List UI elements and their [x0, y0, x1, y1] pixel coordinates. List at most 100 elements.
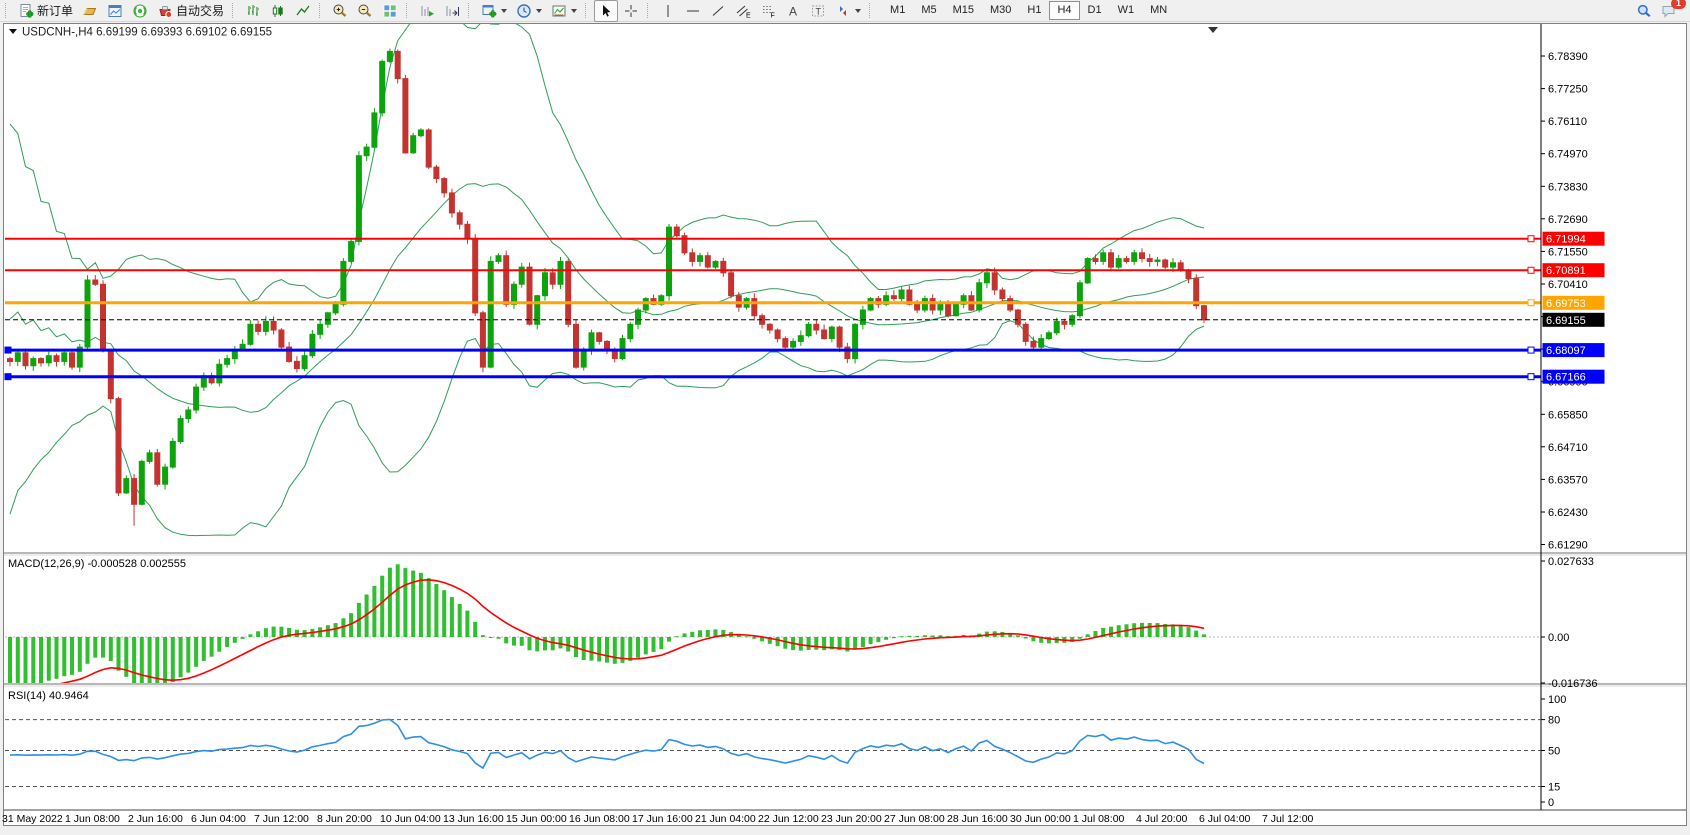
- macd-bar: [1178, 625, 1183, 637]
- rsi-label: RSI(14) 40.9464: [8, 690, 89, 702]
- candle-body: [1154, 259, 1161, 262]
- macd-label: MACD(12,26,9) -0.000528 0.002555: [8, 558, 186, 570]
- time-axis-label: 1 Jul 08:00: [1073, 813, 1125, 825]
- bar-chart-button[interactable]: [241, 0, 265, 22]
- arrows-dropdown[interactable]: [831, 0, 865, 22]
- tab-timeframe-m1[interactable]: M1: [890, 4, 906, 16]
- new-chart-dropdown[interactable]: [477, 0, 511, 22]
- macd-tick-label: -0.016736: [1548, 678, 1598, 690]
- tile-windows-button[interactable]: [378, 0, 402, 22]
- clock-icon: [517, 3, 531, 18]
- candle-body: [937, 303, 944, 311]
- line-handle[interactable]: [1527, 299, 1535, 307]
- macd-bar: [23, 637, 28, 683]
- candle-body: [317, 323, 324, 335]
- templates-dropdown[interactable]: [547, 0, 581, 22]
- chart-window-icon: [108, 4, 122, 17]
- candle-body: [495, 255, 502, 262]
- candle-body: [1007, 298, 1014, 311]
- candle-body: [278, 329, 285, 348]
- line-chart-button[interactable]: [291, 0, 315, 22]
- macd-bar: [170, 637, 175, 682]
- time-axis-label: 7 Jul 12:00: [1262, 813, 1314, 825]
- candle-body: [844, 346, 851, 360]
- macd-bar: [101, 637, 105, 658]
- macd-bar: [473, 621, 478, 637]
- macd-bar: [155, 637, 160, 683]
- crosshair-button[interactable]: [619, 0, 643, 22]
- macd-bar: [1093, 631, 1098, 637]
- zoom-in-button[interactable]: [328, 0, 352, 22]
- text-tool[interactable]: A: [781, 0, 805, 22]
- chart-window-button[interactable]: [103, 0, 127, 22]
- line-handle[interactable]: [4, 373, 12, 381]
- macd-bar: [543, 637, 547, 651]
- search-button[interactable]: [1632, 0, 1656, 22]
- candle-body: [782, 338, 789, 348]
- chart-menu-arrow[interactable]: [9, 29, 17, 34]
- tab-timeframe-m15[interactable]: M15: [952, 4, 974, 16]
- signals-button[interactable]: [128, 0, 152, 22]
- notifications-button[interactable]: 1: [1657, 0, 1686, 22]
- macd-bar: [713, 629, 718, 637]
- macd-bar: [837, 637, 842, 651]
- tab-timeframe-mn[interactable]: MN: [1150, 4, 1168, 16]
- market-watch-button[interactable]: [78, 0, 102, 22]
- time-axis-label: 15 Jun 00:00: [506, 813, 567, 825]
- fibonacci-tool[interactable]: F: [756, 0, 780, 22]
- candle-body: [379, 60, 386, 114]
- candlestick-chart-button[interactable]: [266, 0, 290, 22]
- chart-shift-marker[interactable]: [1208, 27, 1218, 33]
- toolbar-grip: [5, 3, 10, 18]
- tab-timeframe-h1[interactable]: H1: [1027, 4, 1042, 16]
- tab-timeframe-d1[interactable]: D1: [1087, 4, 1102, 16]
- rsi-tick-label: 100: [1548, 694, 1566, 706]
- price-tick-label: 6.65850: [1548, 409, 1588, 421]
- trendline-tool[interactable]: [706, 0, 730, 22]
- candle-body: [805, 323, 812, 337]
- macd-bar: [1194, 630, 1199, 637]
- macd-bar: [775, 637, 780, 647]
- cursor-button[interactable]: [594, 0, 619, 22]
- new-order-button[interactable]: 新订单: [14, 0, 77, 22]
- chart-shift-button[interactable]: [440, 0, 464, 22]
- line-handle[interactable]: [1527, 373, 1535, 381]
- period-dropdown[interactable]: [512, 0, 546, 22]
- candle-body: [573, 323, 579, 368]
- candle-body: [1061, 320, 1068, 325]
- candlestick-series: [7, 48, 1207, 526]
- vertical-line-tool[interactable]: [656, 0, 680, 22]
- time-axis-label: 6 Jun 04:00: [191, 813, 246, 825]
- candle-body: [1185, 269, 1192, 280]
- line-handle[interactable]: [1527, 266, 1535, 274]
- candle-body: [712, 260, 719, 268]
- time-axis-label: 8 Jun 20:00: [317, 813, 372, 825]
- candle-body: [914, 303, 921, 311]
- line-handle[interactable]: [1527, 235, 1535, 243]
- tab-timeframe-h4[interactable]: H4: [1049, 1, 1080, 20]
- tab-timeframe-m5[interactable]: M5: [921, 4, 937, 16]
- tab-timeframe-m30[interactable]: M30: [990, 4, 1012, 16]
- autotrading-button[interactable]: 自动交易: [153, 0, 228, 22]
- candle-body: [255, 323, 262, 332]
- axis-price-label-box: [1542, 295, 1605, 310]
- svg-text:F: F: [771, 12, 775, 19]
- candle-body: [1076, 282, 1083, 317]
- candle-body: [464, 223, 471, 240]
- tab-timeframe-w1[interactable]: W1: [1117, 4, 1135, 16]
- zoom-out-button[interactable]: [353, 0, 377, 22]
- line-handle[interactable]: [1527, 346, 1535, 354]
- dropdown-caret: [571, 8, 578, 13]
- line-handle[interactable]: [4, 346, 12, 354]
- chart-canvas[interactable]: USDCNH-,H4 6.69199 6.69393 6.69102 6.691…: [0, 22, 1690, 835]
- macd-bar: [147, 637, 152, 683]
- candle-body: [7, 358, 13, 363]
- equidistant-channel-tool[interactable]: E: [731, 0, 755, 22]
- auto-scroll-button[interactable]: [415, 0, 439, 22]
- candle-body: [309, 333, 316, 357]
- candle-body: [456, 212, 463, 225]
- time-axis-label: 1 Jun 08:00: [65, 813, 120, 825]
- toolbar-separator: [647, 3, 652, 18]
- text-label-tool[interactable]: T: [806, 0, 830, 22]
- horizontal-line-tool[interactable]: [681, 0, 705, 22]
